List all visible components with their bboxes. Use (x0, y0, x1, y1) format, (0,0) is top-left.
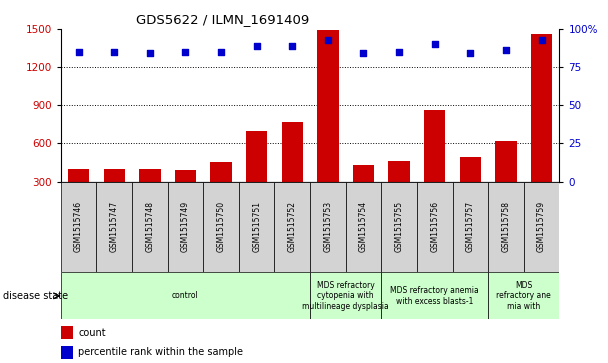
Bar (168, 182, 203, 272)
Bar (389, 161, 410, 182)
Point (537, 37, 547, 42)
Bar (61, 346, 74, 359)
Text: MDS refractory anemia
with excess blasts-1: MDS refractory anemia with excess blasts… (390, 286, 479, 306)
Text: MDS
refractory ane
mia with: MDS refractory ane mia with (496, 281, 551, 311)
Text: GSM1515758: GSM1515758 (502, 201, 511, 252)
Point (288, 43, 297, 49)
Bar (139, 169, 161, 182)
Text: GSM1515754: GSM1515754 (359, 201, 368, 252)
Point (323, 37, 333, 42)
Point (394, 49, 404, 55)
Bar (203, 182, 239, 272)
Bar (61, 182, 97, 272)
Bar (246, 131, 268, 182)
Text: GSM1515748: GSM1515748 (145, 201, 154, 252)
Bar (61, 326, 74, 339)
Bar (317, 30, 339, 181)
Point (74, 49, 83, 55)
Bar (381, 272, 488, 319)
Bar (132, 182, 168, 272)
Point (501, 48, 511, 53)
Point (109, 49, 119, 55)
Bar (381, 182, 417, 272)
Text: GSM1515747: GSM1515747 (109, 201, 119, 252)
Bar (417, 182, 452, 272)
Point (466, 50, 475, 56)
Point (430, 41, 440, 47)
Bar (488, 182, 523, 272)
Text: GSM1515757: GSM1515757 (466, 201, 475, 252)
Bar (68, 169, 89, 182)
Bar (61, 272, 310, 319)
Text: count: count (78, 327, 106, 338)
Bar (531, 34, 552, 182)
Bar (353, 165, 374, 182)
Bar (452, 182, 488, 272)
Bar (174, 170, 196, 182)
Bar (523, 182, 559, 272)
Point (252, 43, 261, 49)
Text: disease state: disease state (3, 291, 68, 301)
Text: GSM1515751: GSM1515751 (252, 201, 261, 252)
Text: GSM1515756: GSM1515756 (430, 201, 439, 252)
Text: GSM1515746: GSM1515746 (74, 201, 83, 252)
Point (359, 50, 368, 56)
Text: GSM1515755: GSM1515755 (395, 201, 404, 252)
Bar (346, 182, 381, 272)
Bar (496, 141, 517, 182)
Bar (424, 110, 446, 182)
Text: control: control (172, 291, 199, 300)
Bar (460, 158, 481, 182)
Point (216, 49, 226, 55)
Point (181, 49, 190, 55)
Bar (488, 272, 559, 319)
Bar (239, 182, 274, 272)
Text: GSM1515749: GSM1515749 (181, 201, 190, 252)
Bar (274, 182, 310, 272)
Bar (282, 122, 303, 182)
Text: GSM1515750: GSM1515750 (216, 201, 226, 252)
Point (145, 50, 154, 56)
Text: percentile rank within the sample: percentile rank within the sample (78, 347, 243, 357)
Text: MDS refractory
cytopenia with
multilineage dysplasia: MDS refractory cytopenia with multilinea… (302, 281, 389, 311)
Bar (97, 182, 132, 272)
Text: GSM1515759: GSM1515759 (537, 201, 546, 252)
Bar (210, 163, 232, 182)
Text: GSM1515752: GSM1515752 (288, 201, 297, 252)
Text: GDS5622 / ILMN_1691409: GDS5622 / ILMN_1691409 (136, 13, 309, 26)
Bar (310, 272, 381, 319)
Bar (310, 182, 346, 272)
Text: GSM1515753: GSM1515753 (323, 201, 333, 252)
Bar (103, 169, 125, 182)
